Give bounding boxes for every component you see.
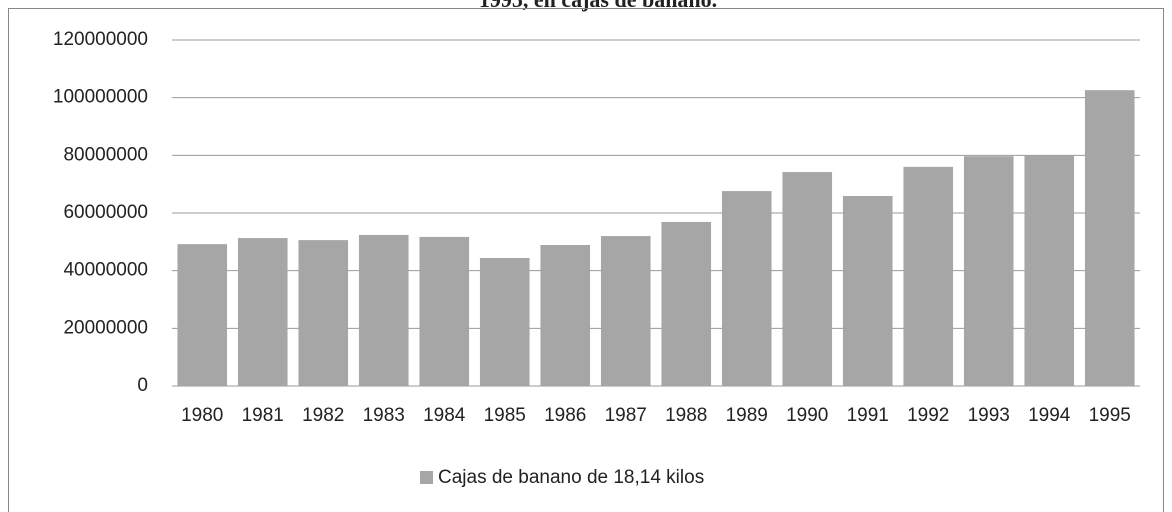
x-tick-label: 1980 — [181, 405, 223, 426]
x-tick-label: 1987 — [605, 405, 647, 426]
x-tick-label: 1982 — [302, 405, 344, 426]
x-tick-label: 1991 — [847, 405, 889, 426]
x-tick-label: 1985 — [484, 405, 526, 426]
bar — [540, 245, 591, 386]
y-tick-label: 120000000 — [53, 29, 148, 50]
bar — [721, 191, 772, 386]
x-tick-label: 1983 — [363, 405, 405, 426]
bar — [903, 166, 954, 386]
bar — [358, 234, 409, 386]
bar — [298, 240, 349, 386]
y-tick-label: 60000000 — [63, 202, 148, 223]
x-tick-label: 1986 — [544, 405, 586, 426]
bar — [842, 195, 893, 386]
y-tick-label: 0 — [137, 375, 148, 396]
bar — [782, 172, 833, 386]
chart-frame — [8, 8, 1164, 512]
chart-title: 1995, en cajas de banano. — [479, 0, 717, 12]
x-tick-label: 1988 — [665, 405, 707, 426]
x-tick-label: 1981 — [242, 405, 284, 426]
x-tick-label: 1994 — [1028, 405, 1071, 426]
bar — [237, 238, 288, 386]
bar — [1084, 90, 1135, 387]
legend-swatch — [420, 471, 433, 484]
x-tick-label: 1993 — [968, 405, 1010, 426]
y-tick-label: 80000000 — [63, 144, 148, 165]
bar — [177, 244, 228, 386]
bar — [1024, 155, 1075, 386]
legend-label: Cajas de banano de 18,14 kilos — [438, 467, 704, 488]
bar — [963, 156, 1014, 386]
bar — [661, 221, 712, 386]
x-tick-label: 1992 — [907, 405, 949, 426]
x-tick-label: 1990 — [786, 405, 828, 426]
y-tick-label: 40000000 — [63, 260, 148, 281]
y-tick-label: 20000000 — [63, 317, 148, 338]
x-tick-label: 1989 — [726, 405, 768, 426]
x-tick-label: 1995 — [1089, 405, 1131, 426]
bar — [600, 236, 651, 386]
bar — [479, 257, 530, 386]
bar — [419, 236, 470, 386]
frame-gap — [8, 0, 328, 8]
frame-gap — [868, 0, 1168, 8]
x-tick-label: 1984 — [423, 405, 466, 426]
y-tick-label: 100000000 — [53, 87, 148, 108]
